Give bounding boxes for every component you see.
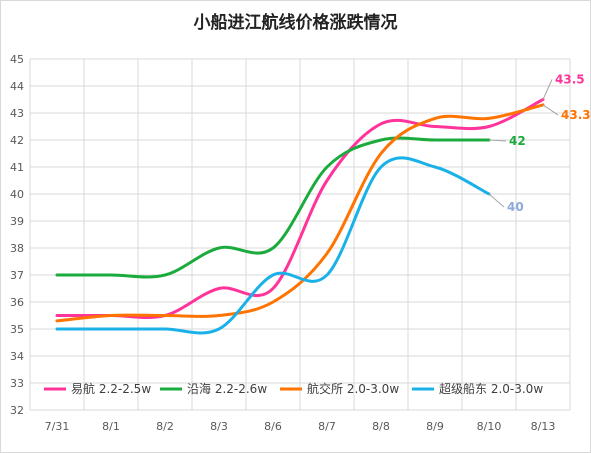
y-tick-label: 41 bbox=[10, 161, 24, 174]
chart-title: 小船进江航线价格涨跌情况 bbox=[193, 13, 398, 33]
leader-line bbox=[542, 79, 553, 100]
x-tick-label: 8/7 bbox=[318, 420, 336, 433]
y-tick-label: 45 bbox=[10, 53, 24, 66]
leader-line bbox=[488, 139, 507, 142]
legend: 易航 2.2-2.5w 沿海 2.2-2.6w 航交所 2.0-3.0w 超级船东 2… bbox=[44, 381, 543, 396]
series-line bbox=[55, 103, 545, 323]
y-tick-label: 33 bbox=[10, 377, 24, 390]
series-lines bbox=[55, 98, 545, 335]
legend-label: 超级船东 2.0-3.0w bbox=[439, 381, 543, 396]
series-line bbox=[55, 136, 491, 279]
y-tick-label: 38 bbox=[10, 242, 24, 255]
leader-line bbox=[488, 193, 505, 208]
x-tick-label: 8/13 bbox=[531, 420, 556, 433]
leader-line bbox=[542, 104, 559, 116]
x-tick-label: 8/10 bbox=[477, 420, 502, 433]
y-tick-label: 32 bbox=[10, 404, 24, 417]
series-line bbox=[55, 156, 491, 335]
x-tick-label: 8/1 bbox=[102, 420, 120, 433]
y-tick-label: 43 bbox=[10, 107, 24, 120]
legend-label: 航交所 2.0-3.0w bbox=[307, 381, 399, 396]
x-tick-label: 8/8 bbox=[372, 420, 390, 433]
legend-label: 沿海 2.2-2.6w bbox=[187, 381, 267, 396]
y-tick-label: 39 bbox=[10, 215, 24, 228]
end-labels: 43.5 42 43.3 40 bbox=[488, 73, 591, 214]
y-tick-label: 36 bbox=[10, 296, 24, 309]
data-label: 40 bbox=[507, 200, 524, 214]
x-tick-label: 8/9 bbox=[426, 420, 444, 433]
x-tick-label: 8/3 bbox=[210, 420, 228, 433]
x-tick-label: 7/31 bbox=[45, 420, 70, 433]
data-label: 43.5 bbox=[555, 73, 585, 87]
data-label: 43.3 bbox=[561, 108, 591, 122]
data-label: 42 bbox=[509, 134, 526, 148]
x-tick-label: 8/6 bbox=[264, 420, 282, 433]
y-tick-label: 35 bbox=[10, 323, 24, 336]
series-line bbox=[55, 98, 545, 319]
y-tick-label: 42 bbox=[10, 134, 24, 147]
y-tick-label: 37 bbox=[10, 269, 24, 282]
y-axis-ticks: 32 33 34 35 36 37 38 39 40 41 42 43 44 45 bbox=[10, 53, 24, 417]
x-axis-ticks: 7/31 8/1 8/2 8/3 8/6 8/7 8/8 8/9 8/10 8/13 bbox=[45, 420, 556, 433]
y-tick-label: 34 bbox=[10, 350, 24, 363]
y-tick-label: 40 bbox=[10, 188, 24, 201]
legend-label: 易航 2.2-2.5w bbox=[71, 381, 151, 396]
y-tick-label: 44 bbox=[10, 80, 24, 93]
x-tick-label: 8/2 bbox=[156, 420, 174, 433]
